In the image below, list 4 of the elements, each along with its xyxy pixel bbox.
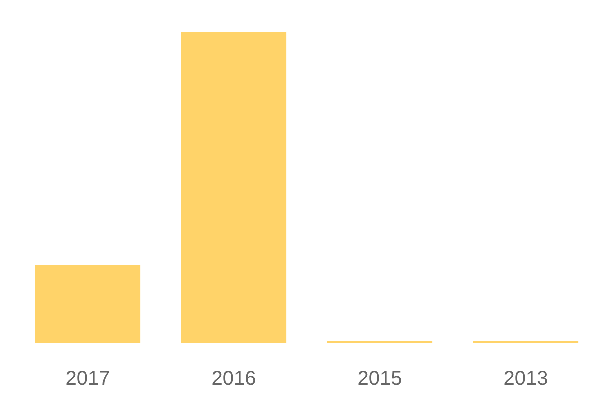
x-tick-label: 2015	[358, 368, 402, 390]
x-tick-label: 2013	[504, 368, 548, 390]
x-tick-label: 2017	[66, 368, 110, 390]
x-tick-label: 2016	[212, 368, 256, 390]
